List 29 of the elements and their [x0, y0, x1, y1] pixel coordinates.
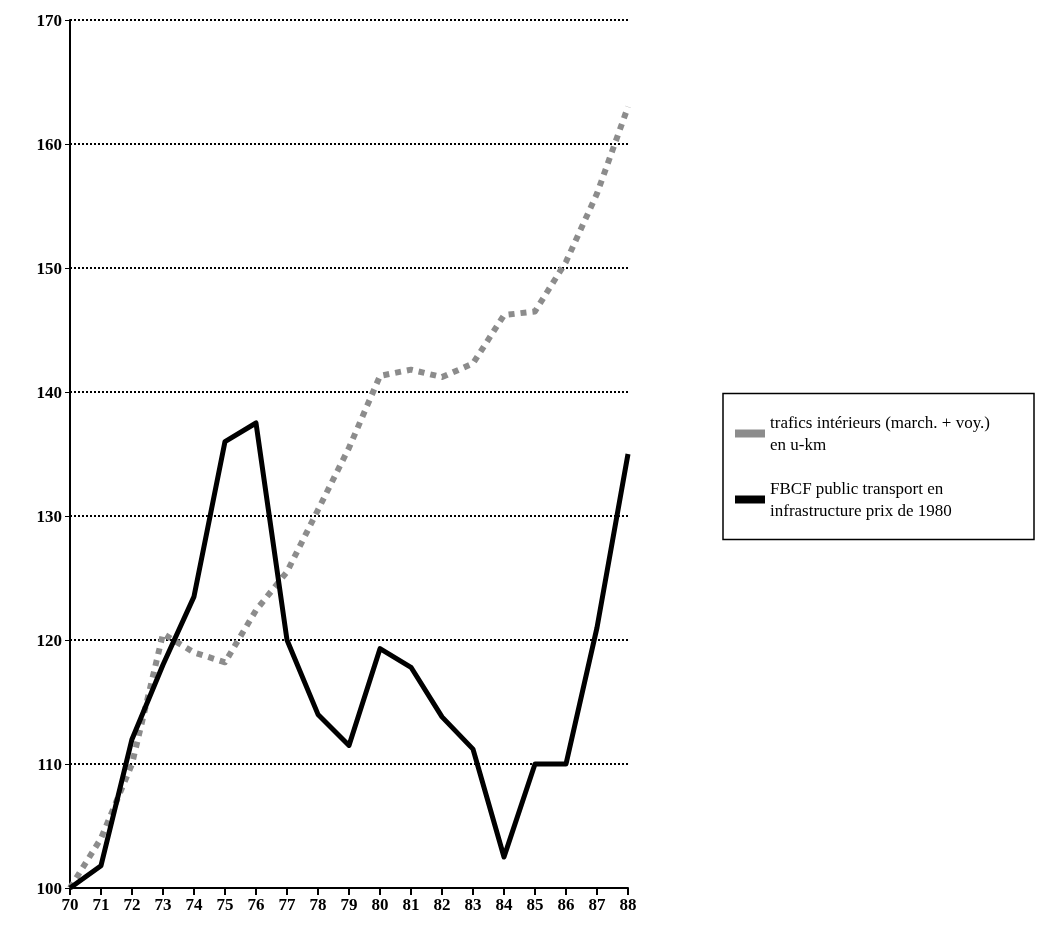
y-tick-label: 160	[36, 134, 62, 154]
x-tick-label: 74	[185, 895, 203, 914]
x-tick-label: 73	[154, 895, 172, 914]
y-tick-label: 150	[36, 258, 62, 278]
x-tick-label: 87	[588, 895, 606, 914]
x-tick-label: 84	[495, 895, 513, 914]
x-tick-label: 88	[619, 895, 637, 914]
legend-label: trafics intérieurs (march. + voy.) en u-km	[770, 413, 995, 454]
x-tick-label: 77	[278, 895, 296, 914]
legend-label: FBCF public transport en infrastructure prix de 1980	[770, 479, 952, 520]
x-tick-label: 80	[371, 895, 389, 914]
x-tick-label: 71	[92, 895, 110, 914]
x-tick-label: 75	[216, 895, 234, 914]
y-tick-label: 170	[36, 10, 62, 30]
x-tick-label: 83	[464, 895, 482, 914]
x-tick-label: 85	[526, 895, 544, 914]
x-tick-label: 79	[340, 895, 358, 914]
x-tick-label: 86	[557, 895, 575, 914]
y-tick-label: 100	[36, 878, 62, 898]
x-tick-label: 72	[123, 895, 141, 914]
x-tick-label: 82	[433, 895, 451, 914]
y-tick-label: 120	[36, 630, 62, 650]
x-tick-label: 76	[247, 895, 265, 914]
y-tick-label: 140	[36, 382, 62, 402]
x-tick-label: 81	[402, 895, 420, 914]
y-tick-label: 110	[37, 754, 62, 774]
y-tick-label: 130	[36, 506, 62, 526]
x-tick-label: 78	[309, 895, 327, 914]
x-tick-label: 70	[61, 895, 79, 914]
